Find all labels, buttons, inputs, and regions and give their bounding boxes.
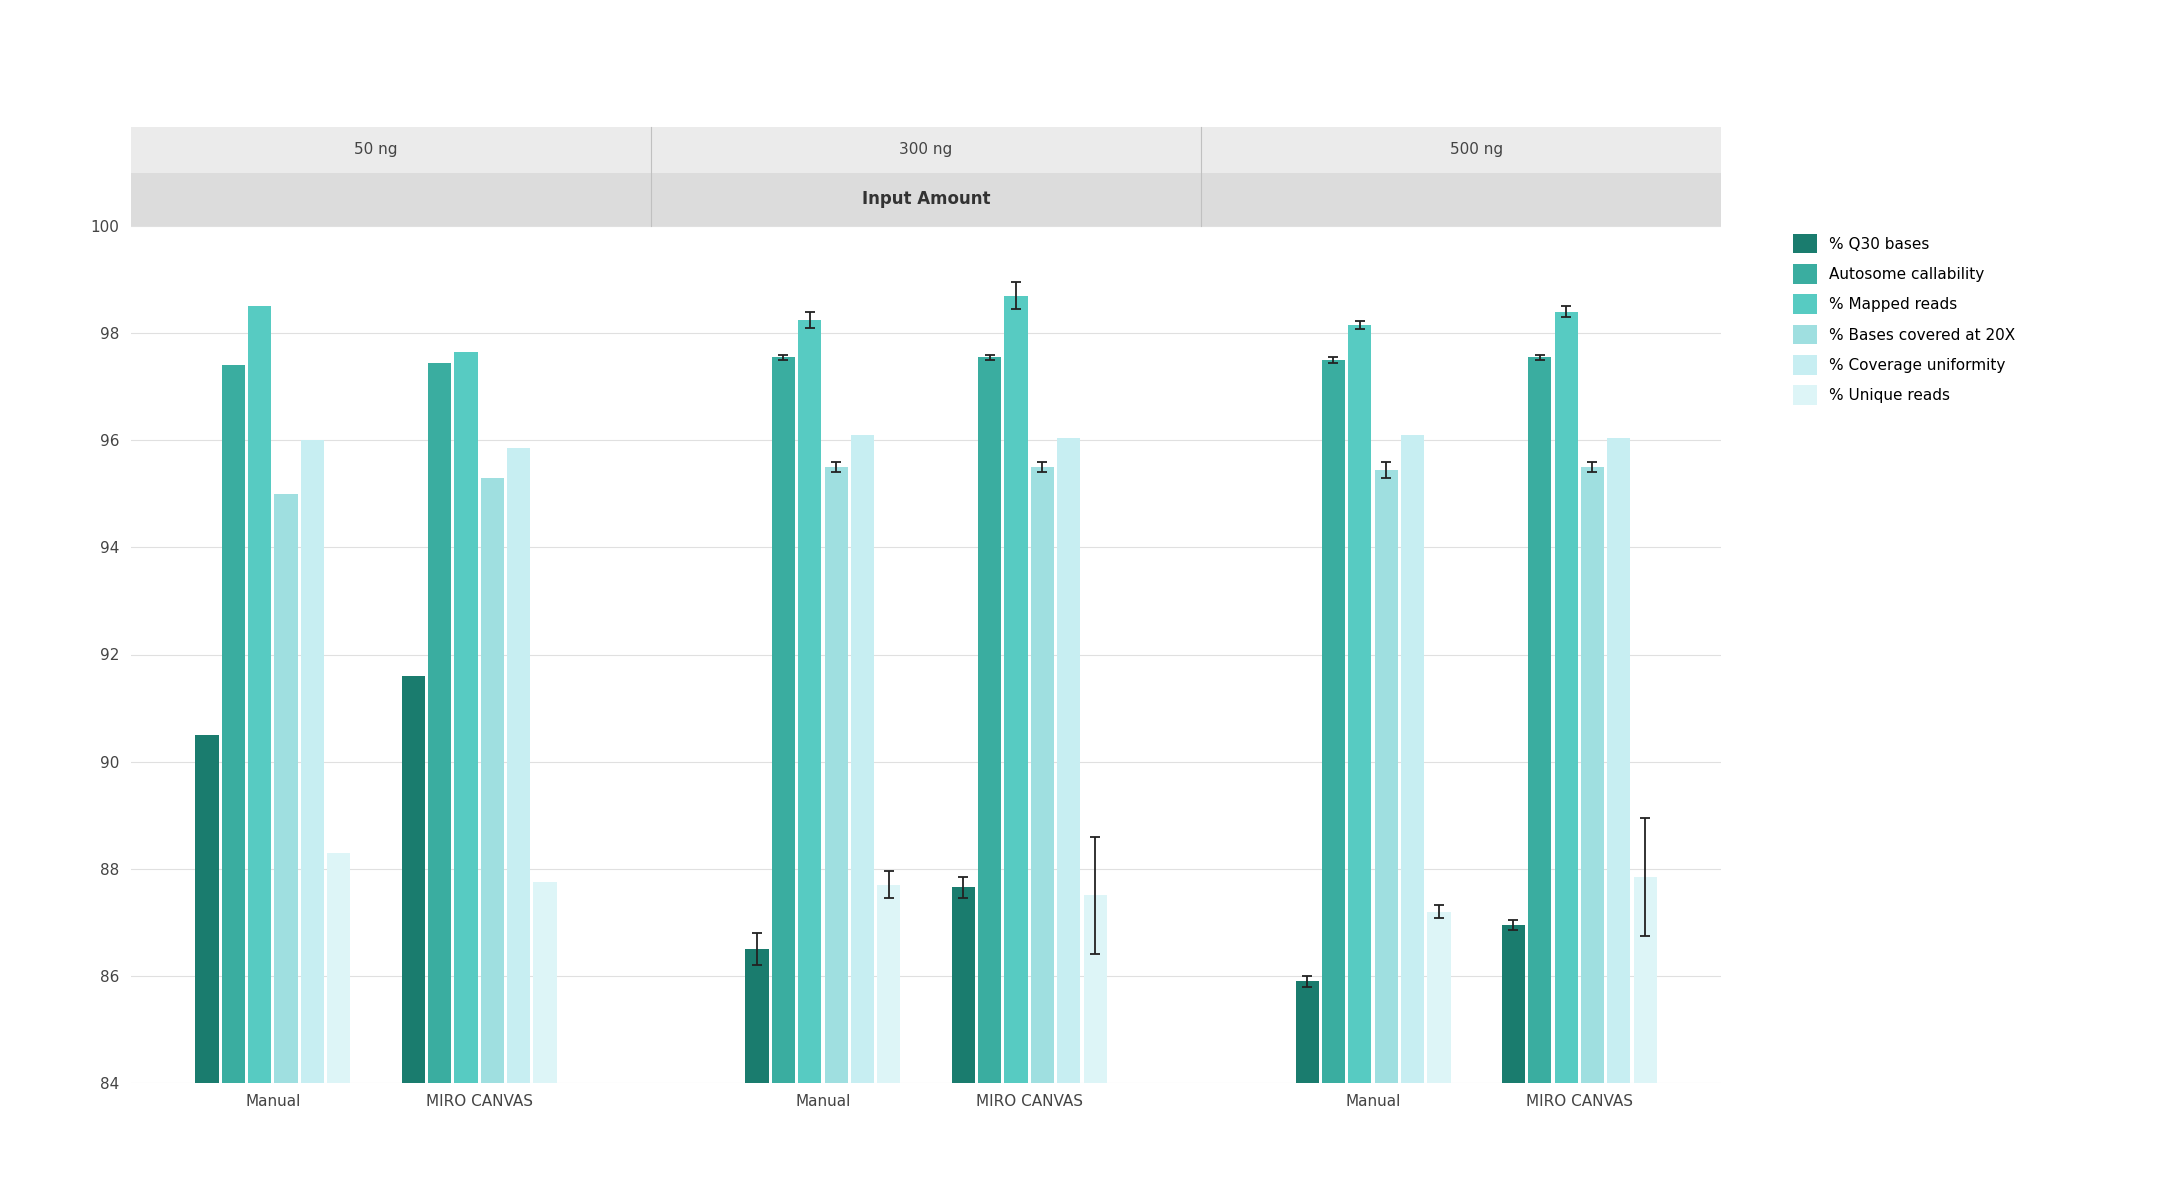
Text: 300 ng: 300 ng	[900, 143, 952, 157]
Bar	[952, 888, 974, 1083]
Text: Input Amount: Input Amount	[863, 190, 989, 208]
Bar	[1582, 466, 1604, 1083]
Bar	[327, 852, 351, 1083]
Bar	[508, 449, 529, 1083]
Text: 500 ng: 500 ng	[1449, 143, 1504, 157]
Bar	[1608, 438, 1630, 1083]
Bar	[1297, 981, 1318, 1083]
Bar	[878, 884, 900, 1083]
Text: 50 ng: 50 ng	[355, 143, 399, 157]
Bar	[1323, 359, 1344, 1083]
Bar	[1401, 434, 1425, 1083]
Bar	[824, 466, 848, 1083]
Bar	[427, 363, 451, 1083]
Bar	[1427, 912, 1451, 1083]
Bar	[534, 882, 556, 1083]
Bar	[301, 440, 325, 1083]
Legend: % Q30 bases, Autosome callability, % Mapped reads, % Bases covered at 20X, % Cov: % Q30 bases, Autosome callability, % Map…	[1793, 233, 2016, 405]
Bar	[222, 365, 244, 1083]
Bar	[850, 434, 874, 1083]
Bar	[798, 320, 821, 1083]
Bar	[1349, 325, 1371, 1083]
Bar	[1527, 357, 1551, 1083]
Bar	[1501, 925, 1525, 1083]
Bar	[1031, 466, 1055, 1083]
Bar	[771, 357, 795, 1083]
Bar	[401, 676, 425, 1083]
Bar	[275, 494, 299, 1083]
Bar	[1554, 312, 1578, 1083]
Bar	[248, 306, 270, 1083]
Bar	[455, 352, 477, 1083]
Bar	[196, 734, 218, 1083]
Bar	[1005, 295, 1028, 1083]
Bar	[978, 357, 1002, 1083]
Bar	[1375, 470, 1397, 1083]
Bar	[1634, 877, 1656, 1083]
Bar	[1083, 895, 1107, 1083]
Bar	[745, 948, 769, 1083]
Bar	[1057, 438, 1081, 1083]
Bar	[482, 477, 503, 1083]
